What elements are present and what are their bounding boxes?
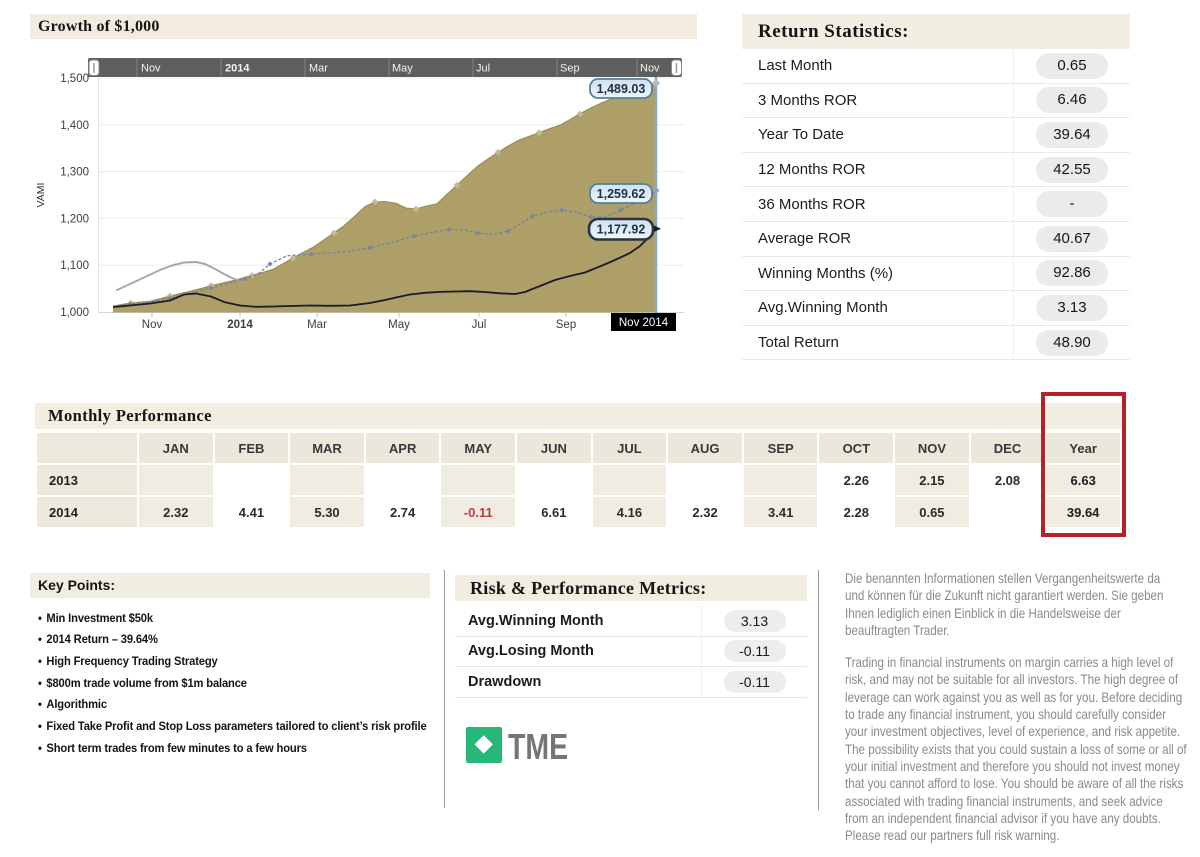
- svg-text:1,100: 1,100: [60, 260, 89, 272]
- svg-text:1,259.62: 1,259.62: [597, 187, 646, 201]
- svg-text:1,000: 1,000: [60, 307, 89, 319]
- svg-text:May: May: [388, 319, 410, 331]
- svg-text:Mar: Mar: [307, 319, 327, 331]
- svg-text:1,300: 1,300: [60, 167, 89, 179]
- svg-text:1,400: 1,400: [60, 120, 89, 132]
- svg-text:1,177.92: 1,177.92: [597, 223, 646, 237]
- svg-text:Nov: Nov: [142, 319, 163, 331]
- svg-text:Sep: Sep: [556, 319, 576, 331]
- svg-text:1,200: 1,200: [60, 213, 89, 225]
- svg-text:Nov: Nov: [141, 63, 161, 75]
- svg-text:2014: 2014: [227, 319, 253, 331]
- svg-text:Jul: Jul: [476, 63, 490, 75]
- svg-text:2014: 2014: [225, 63, 250, 75]
- svg-text:Jul: Jul: [472, 319, 487, 331]
- svg-text:Nov 2014: Nov 2014: [619, 317, 669, 329]
- svg-text:1,500: 1,500: [60, 73, 89, 85]
- svg-text:Sep: Sep: [560, 63, 580, 75]
- svg-text:May: May: [392, 63, 413, 75]
- svg-text:VAMI: VAMI: [35, 183, 47, 208]
- svg-text:1,489.03: 1,489.03: [597, 82, 646, 96]
- svg-text:Nov: Nov: [640, 63, 660, 75]
- svg-text:Mar: Mar: [309, 63, 328, 75]
